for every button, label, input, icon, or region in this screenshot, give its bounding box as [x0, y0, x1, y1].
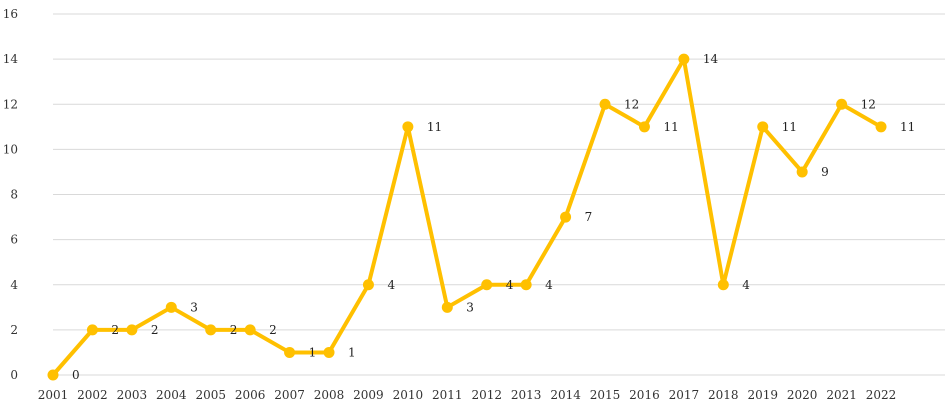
- data-label: 2: [269, 323, 277, 337]
- y-tick-label: 10: [3, 142, 18, 156]
- x-tick-label: 2006: [235, 388, 266, 402]
- y-tick-label: 0: [10, 368, 18, 382]
- x-tick-label: 2021: [826, 388, 857, 402]
- x-tick-label: 2005: [195, 388, 226, 402]
- y-tick-label: 4: [10, 278, 18, 292]
- x-tick-label: 2003: [117, 388, 148, 402]
- data-label: 4: [387, 278, 395, 292]
- data-point: [599, 98, 611, 110]
- data-label: 4: [742, 278, 750, 292]
- data-point: [717, 279, 729, 291]
- x-tick-label: 2008: [314, 388, 345, 402]
- data-label: 11: [427, 120, 442, 134]
- x-tick-label: 2019: [747, 388, 778, 402]
- x-tick-label: 2020: [787, 388, 818, 402]
- data-label: 3: [190, 300, 198, 314]
- data-label: 1: [309, 345, 317, 359]
- y-tick-label: 2: [10, 323, 18, 337]
- data-point: [205, 324, 217, 336]
- y-tick-label: 14: [3, 52, 19, 66]
- x-tick-label: 2010: [393, 388, 424, 402]
- data-label: 11: [900, 120, 915, 134]
- y-tick-labels: 0 2 4 6 8 10 12 14 16: [3, 7, 19, 382]
- data-label: 11: [782, 120, 797, 134]
- data-point: [323, 346, 335, 358]
- y-gridlines: [53, 13, 945, 376]
- x-tick-label: 2018: [708, 388, 739, 402]
- data-label: 4: [545, 278, 553, 292]
- x-tick-labels: 2001 2002 2003 2004 2005 2006 2007 2008 2009 2010…: [38, 388, 897, 402]
- data-label: 14: [703, 52, 719, 66]
- data-point: [520, 279, 532, 291]
- data-label: 2: [151, 323, 159, 337]
- x-tick-label: 2012: [471, 388, 502, 402]
- x-tick-label: 2022: [866, 388, 897, 402]
- data-label: 3: [466, 300, 474, 314]
- data-point: [165, 301, 177, 313]
- data-label: 12: [861, 97, 876, 111]
- y-tick-label: 8: [10, 188, 18, 202]
- x-tick-label: 2004: [156, 388, 187, 402]
- data-point: [875, 121, 887, 133]
- data-point: [796, 166, 808, 178]
- x-tick-label: 2009: [353, 388, 384, 402]
- series-line: [51, 57, 884, 377]
- data-label: 2: [111, 323, 119, 337]
- data-label: 4: [506, 278, 514, 292]
- data-point: [362, 279, 374, 291]
- data-point: [638, 121, 650, 133]
- x-tick-label: 2002: [77, 388, 108, 402]
- x-tick-label: 2001: [38, 388, 69, 402]
- data-point: [284, 346, 296, 358]
- x-tick-label: 2011: [432, 388, 463, 402]
- data-label: 12: [624, 97, 639, 111]
- data-point: [47, 369, 59, 381]
- x-tick-label: 2017: [669, 388, 700, 402]
- data-point: [836, 98, 848, 110]
- data-label: 0: [72, 368, 80, 382]
- x-tick-label: 2013: [511, 388, 542, 402]
- x-tick-label: 2015: [590, 388, 621, 402]
- data-point: [441, 301, 453, 313]
- y-tick-label: 12: [3, 97, 18, 111]
- data-point: [86, 324, 98, 336]
- y-tick-label: 16: [3, 7, 18, 21]
- data-point: [126, 324, 138, 336]
- data-point: [402, 121, 414, 133]
- x-tick-label: 2016: [629, 388, 660, 402]
- data-label: 2: [230, 323, 238, 337]
- y-tick-label: 6: [10, 233, 18, 247]
- series-group: [47, 53, 887, 381]
- data-point: [244, 324, 256, 336]
- x-tick-label: 2014: [550, 388, 581, 402]
- data-label: 11: [663, 120, 678, 134]
- data-point: [678, 53, 690, 65]
- data-label: 9: [821, 165, 829, 179]
- data-label: 7: [585, 210, 593, 224]
- data-point: [560, 211, 572, 223]
- x-tick-label: 2007: [274, 388, 305, 402]
- data-point: [757, 121, 769, 133]
- data-label: 1: [348, 345, 356, 359]
- data-point: [481, 279, 493, 291]
